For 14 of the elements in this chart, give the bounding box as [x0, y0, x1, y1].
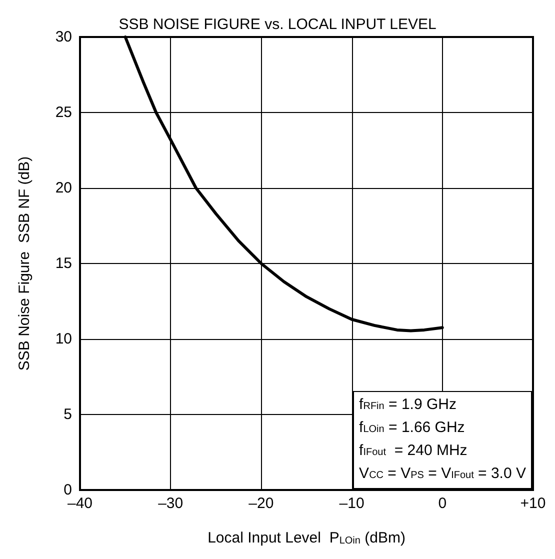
y-tick-label: 5	[64, 406, 72, 423]
y-tick-label: 25	[55, 104, 72, 121]
y-tick-label: 15	[55, 255, 72, 272]
y-tick-label: 20	[55, 180, 72, 196]
y-tick-label: 30	[55, 28, 72, 46]
x-tick-label: 0	[438, 495, 447, 512]
x-axis-title: Local Input Level PLOin (dBm)	[208, 530, 406, 546]
x-tick-label: –20	[248, 495, 274, 512]
x-tick-label: –10	[339, 495, 364, 512]
y-tick-label: 10	[55, 330, 72, 348]
chart-title: SSB NOISE FIGURE vs. LOCAL INPUT LEVEL	[118, 16, 436, 33]
y-axis-title: SSB Noise Figure SSB NF (dB)	[16, 156, 33, 371]
x-tick-label: –30	[158, 495, 184, 512]
x-tick-label: +10	[520, 495, 546, 512]
